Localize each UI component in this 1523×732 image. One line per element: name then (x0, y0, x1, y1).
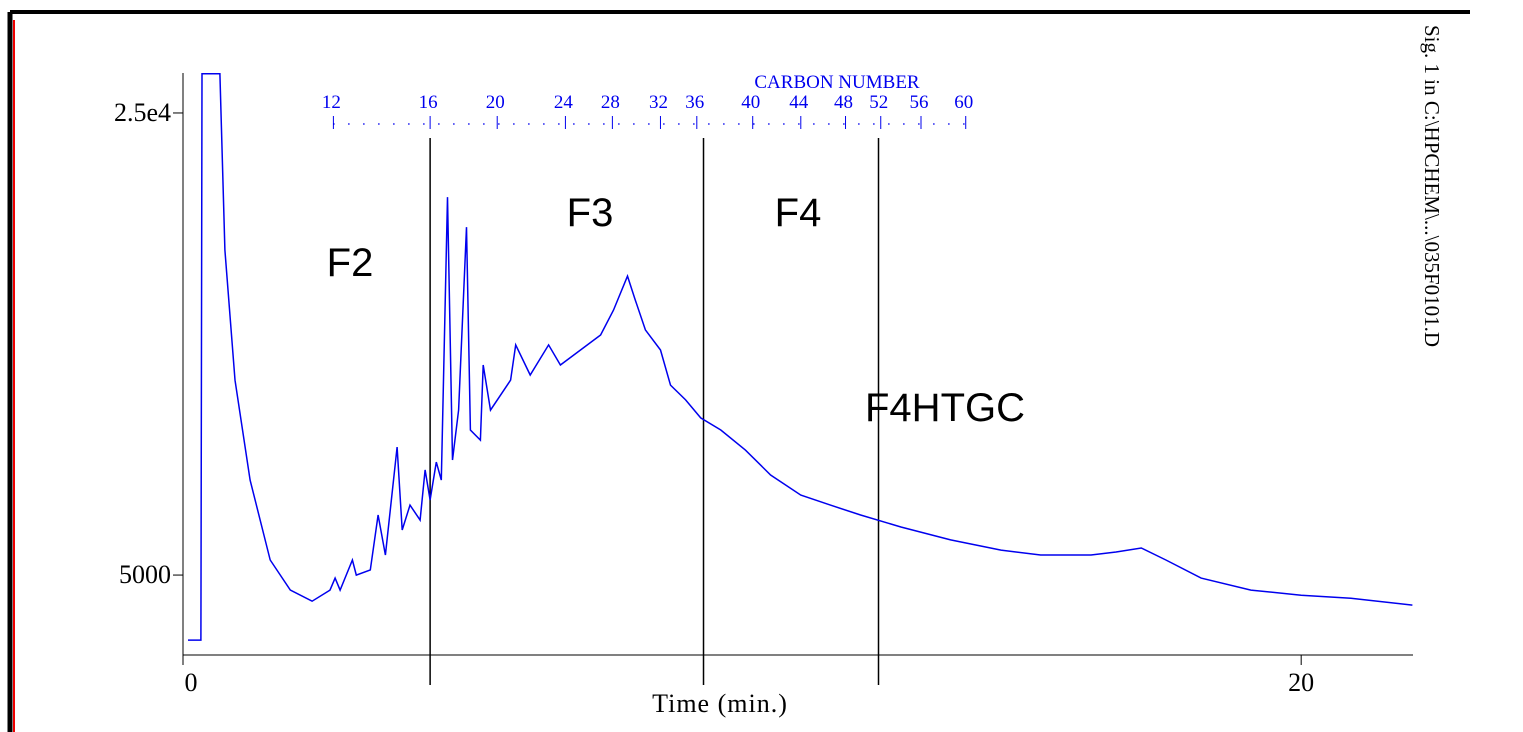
carbon-scale-title: CARBON NUMBER (754, 72, 920, 93)
carbon-label: 20 (486, 92, 505, 113)
y-tick-label: 2.5e4 (114, 98, 171, 127)
carbon-label: 16 (419, 92, 438, 113)
y-tick-label: 5000 (119, 560, 171, 589)
carbon-label: 36 (685, 92, 704, 113)
carbon-label: 28 (601, 92, 620, 113)
fraction-label: F2 (327, 241, 374, 285)
carbon-label: 32 (649, 92, 668, 113)
fraction-label: F4 (775, 191, 822, 235)
carbon-label: 56 (910, 92, 929, 113)
signal-line (188, 72, 1413, 641)
carbon-label: 40 (741, 92, 760, 113)
carbon-label: 44 (789, 92, 809, 113)
signal-label: Sig. 1 in C:\HPCHEM\...\035F0101.D (1420, 25, 1444, 347)
carbon-label: 48 (834, 92, 853, 113)
x-tick-label: 20 (1288, 668, 1314, 697)
x-axis-label: Time (min.) (652, 689, 788, 718)
x-tick-label: 0 (185, 668, 198, 697)
fraction-label: F4HTGC (865, 386, 1025, 430)
carbon-label: 24 (554, 92, 574, 113)
carbon-label: 60 (954, 92, 973, 113)
fraction-label: F3 (567, 191, 614, 235)
carbon-label: 12 (322, 92, 341, 113)
carbon-label: 52 (869, 92, 888, 113)
